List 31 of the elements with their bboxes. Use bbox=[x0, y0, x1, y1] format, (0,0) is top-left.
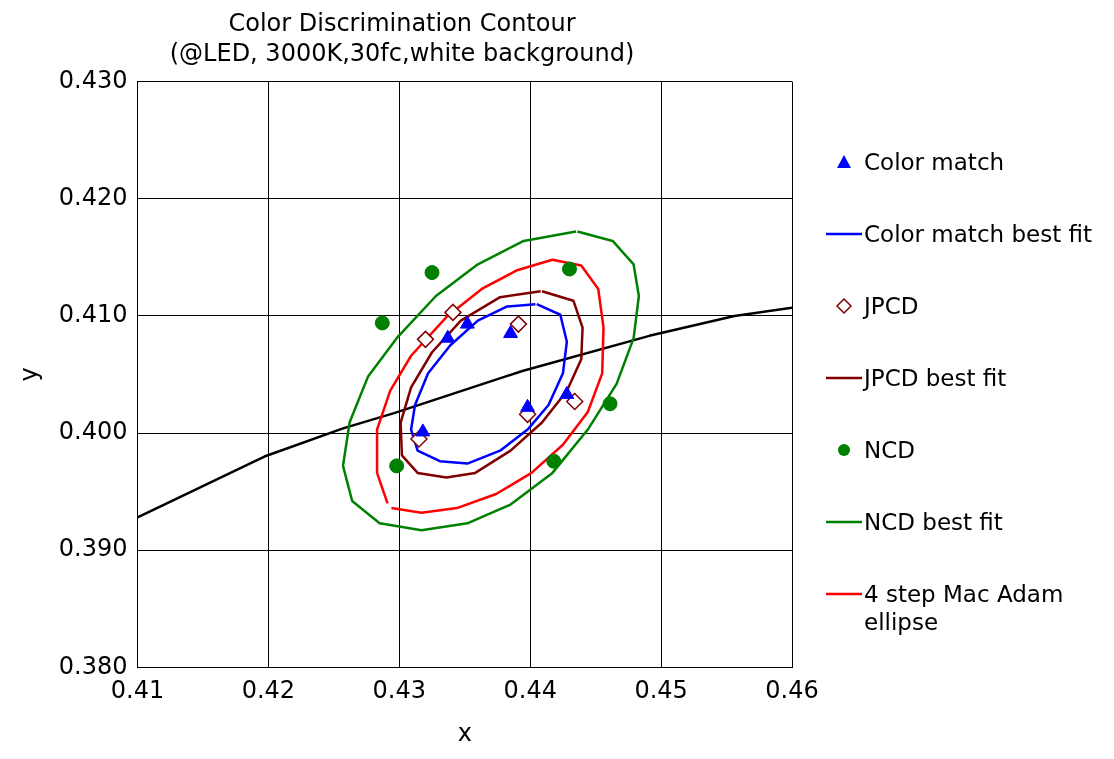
x-tick-label: 0.42 bbox=[241, 676, 296, 705]
y-axis-title: y bbox=[14, 367, 43, 382]
point bbox=[389, 458, 405, 474]
point bbox=[546, 453, 562, 469]
point bbox=[561, 261, 577, 277]
legend-label: JPCD best fit bbox=[864, 364, 1007, 392]
y-tick-label: 0.420 bbox=[58, 182, 128, 211]
legend-label: NCD best fit bbox=[864, 508, 1003, 536]
chart-title: Color Discrimination Contour bbox=[228, 8, 576, 37]
legend-label: Color match bbox=[864, 148, 1005, 176]
y-tick-label: 0.430 bbox=[58, 65, 128, 94]
point bbox=[444, 303, 462, 322]
legend-label: NCD bbox=[864, 436, 915, 464]
point bbox=[509, 315, 528, 333]
x-tick-label: 0.44 bbox=[503, 676, 557, 705]
x-tick-label: 0.43 bbox=[372, 676, 427, 705]
x-axis-title: x bbox=[457, 718, 472, 747]
point bbox=[415, 423, 431, 437]
y-tick-label: 0.390 bbox=[58, 534, 128, 563]
point bbox=[424, 265, 440, 281]
point bbox=[602, 396, 618, 412]
x-tick-label: 0.46 bbox=[765, 676, 819, 705]
x-tick-label: 0.45 bbox=[634, 676, 688, 705]
point bbox=[374, 315, 390, 331]
y-tick-label: 0.410 bbox=[58, 300, 128, 329]
legend-label: JPCD bbox=[864, 292, 919, 320]
chart-subtitle: (@LED, 3000K,30fc,white background) bbox=[169, 39, 635, 68]
point bbox=[416, 330, 435, 349]
y-tick-label: 0.400 bbox=[58, 417, 128, 446]
legend-label: 4 step Mac Adam ellipse bbox=[864, 580, 1065, 636]
legend-label: Color match best fit bbox=[864, 220, 1092, 248]
